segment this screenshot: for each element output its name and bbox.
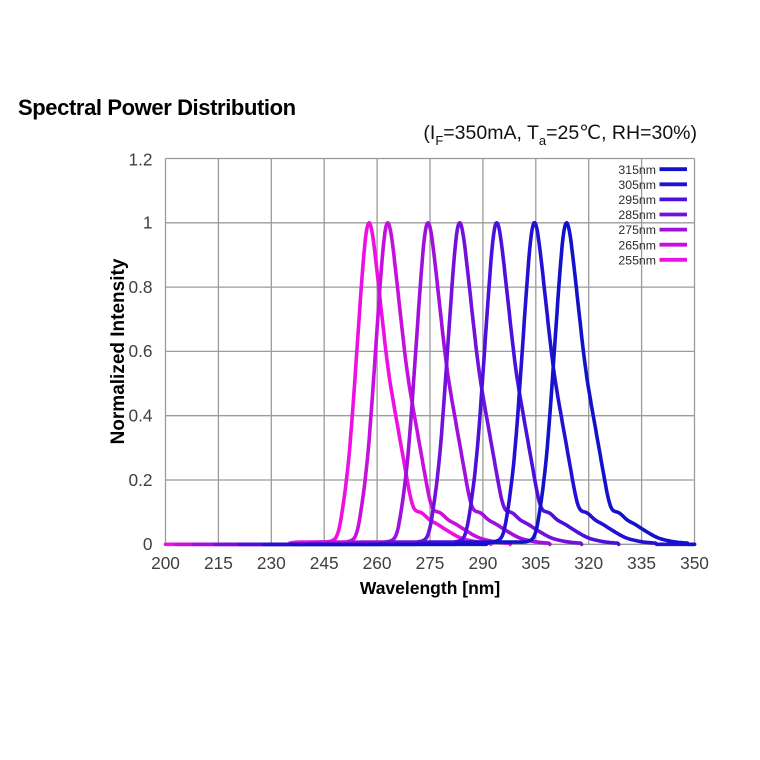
svg-text:0.6: 0.6 bbox=[128, 341, 152, 361]
svg-text:275nm: 275nm bbox=[618, 223, 656, 237]
svg-text:305nm: 305nm bbox=[618, 178, 656, 192]
svg-text:335: 335 bbox=[627, 553, 656, 573]
svg-text:1: 1 bbox=[143, 213, 153, 233]
svg-text:0.2: 0.2 bbox=[128, 470, 152, 490]
svg-text:305: 305 bbox=[521, 553, 550, 573]
svg-text:260: 260 bbox=[363, 553, 392, 573]
svg-text:0.4: 0.4 bbox=[128, 406, 152, 426]
svg-text:Normalized Intensity: Normalized Intensity bbox=[108, 258, 129, 444]
svg-text:255nm: 255nm bbox=[618, 253, 656, 267]
svg-text:290: 290 bbox=[468, 553, 497, 573]
svg-text:245: 245 bbox=[310, 553, 339, 573]
svg-text:Wavelength [nm]: Wavelength [nm] bbox=[360, 578, 500, 598]
svg-text:200: 200 bbox=[151, 553, 180, 573]
svg-text:0.8: 0.8 bbox=[128, 277, 152, 297]
svg-text:275: 275 bbox=[416, 553, 445, 573]
svg-text:285nm: 285nm bbox=[618, 208, 656, 222]
svg-text:230: 230 bbox=[257, 553, 286, 573]
svg-text:315nm: 315nm bbox=[618, 163, 656, 177]
svg-text:350: 350 bbox=[680, 553, 709, 573]
svg-text:0: 0 bbox=[143, 534, 153, 554]
svg-text:215: 215 bbox=[204, 553, 233, 573]
svg-text:265nm: 265nm bbox=[618, 238, 656, 252]
svg-text:1.2: 1.2 bbox=[128, 150, 152, 170]
svg-text:295nm: 295nm bbox=[618, 193, 656, 207]
svg-text:320: 320 bbox=[574, 553, 603, 573]
